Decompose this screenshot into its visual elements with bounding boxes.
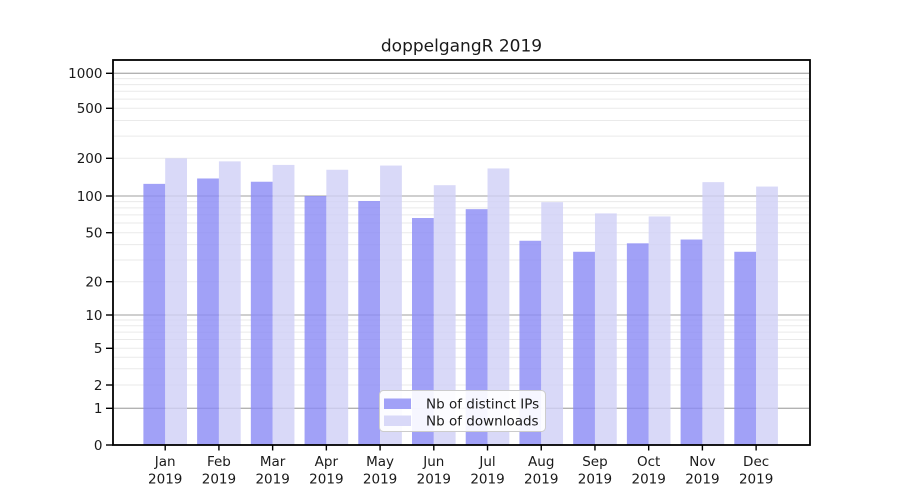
x-tick-label: Apr 2019 xyxy=(309,454,343,488)
x-tick-label: Nov 2019 xyxy=(685,454,719,488)
bar-downloads-aug xyxy=(541,202,564,445)
bar-distinct-ips-sep xyxy=(573,251,595,445)
bar-distinct-ips-oct xyxy=(626,243,649,445)
y-tick-label: 0 xyxy=(94,438,103,454)
bar-distinct-ips-may xyxy=(358,200,381,445)
x-axis-ticks: Jan 2019 Feb 2019 Mar 2019 Apr 2019 May 2019 Jun 20… xyxy=(148,445,773,488)
y-tick-label: 500 xyxy=(77,101,103,117)
bar-distinct-ips-jan xyxy=(143,183,166,445)
y-tick-label: 2 xyxy=(94,378,103,394)
x-tick-label: Jan 2019 xyxy=(148,454,182,488)
plot-border xyxy=(112,59,811,446)
x-tick-label: Feb 2019 xyxy=(202,454,236,488)
y-tick-label: 100 xyxy=(77,189,103,205)
y-tick-label: 50 xyxy=(85,226,102,242)
y-axis-ticks: 0 1 2 5 10 20 50 100 200 500 1000 xyxy=(68,66,113,454)
bar-downloads-jun xyxy=(433,185,456,446)
bar-downloads-sep xyxy=(594,213,617,445)
axes-spines xyxy=(112,59,811,446)
legend-swatch-downloads-icon xyxy=(384,415,411,426)
y-tick-label: 20 xyxy=(85,275,102,291)
bar-distinct-ips-dec xyxy=(734,251,757,445)
x-tick-label: Aug 2019 xyxy=(524,454,558,488)
y-tick-label: 5 xyxy=(94,341,103,357)
x-tick-label: Dec 2019 xyxy=(739,454,773,488)
y-tick-label: 200 xyxy=(77,151,103,167)
chart-title: doppelgangR 2019 xyxy=(381,37,542,57)
legend: Nb of distinct IPs Nb of downloads xyxy=(379,390,546,432)
bar-downloads-dec xyxy=(756,186,778,445)
bar-downloads-oct xyxy=(648,216,671,445)
bar-distinct-ips-jun xyxy=(412,218,434,445)
bar-downloads-feb xyxy=(218,161,241,446)
y-tick-label: 10 xyxy=(85,308,102,324)
x-tick-label: Mar 2019 xyxy=(255,454,289,488)
y-tick-label: 1000 xyxy=(68,66,102,82)
bar-distinct-ips-nov xyxy=(680,239,703,445)
bar-distinct-ips-feb xyxy=(197,178,219,446)
legend-swatch-distinct-ips-icon xyxy=(384,398,411,409)
bar-downloads-nov xyxy=(702,182,725,445)
legend-label-distinct-ips: Nb of distinct IPs xyxy=(426,397,539,413)
x-tick-label: May 2019 xyxy=(363,454,397,488)
legend-box xyxy=(379,390,546,432)
bar-downloads-jan xyxy=(165,158,187,446)
bar-distinct-ips-apr xyxy=(304,196,327,445)
y-tick-label: 1 xyxy=(94,401,103,417)
bar-distinct-ips-jul xyxy=(465,209,488,445)
x-tick-label: Oct 2019 xyxy=(632,454,666,488)
bar-downloads-jul xyxy=(487,168,510,445)
bar-downloads-apr xyxy=(326,169,349,445)
bars-group xyxy=(143,158,778,446)
x-tick-label: Jul 2019 xyxy=(470,454,504,488)
x-tick-label: Sep 2019 xyxy=(578,454,612,488)
bar-downloads-mar xyxy=(272,164,295,446)
bar-downloads-may xyxy=(380,165,402,445)
x-tick-label: Jun 2019 xyxy=(417,454,451,488)
bar-distinct-ips-mar xyxy=(250,181,273,446)
legend-label-downloads: Nb of downloads xyxy=(426,414,539,430)
